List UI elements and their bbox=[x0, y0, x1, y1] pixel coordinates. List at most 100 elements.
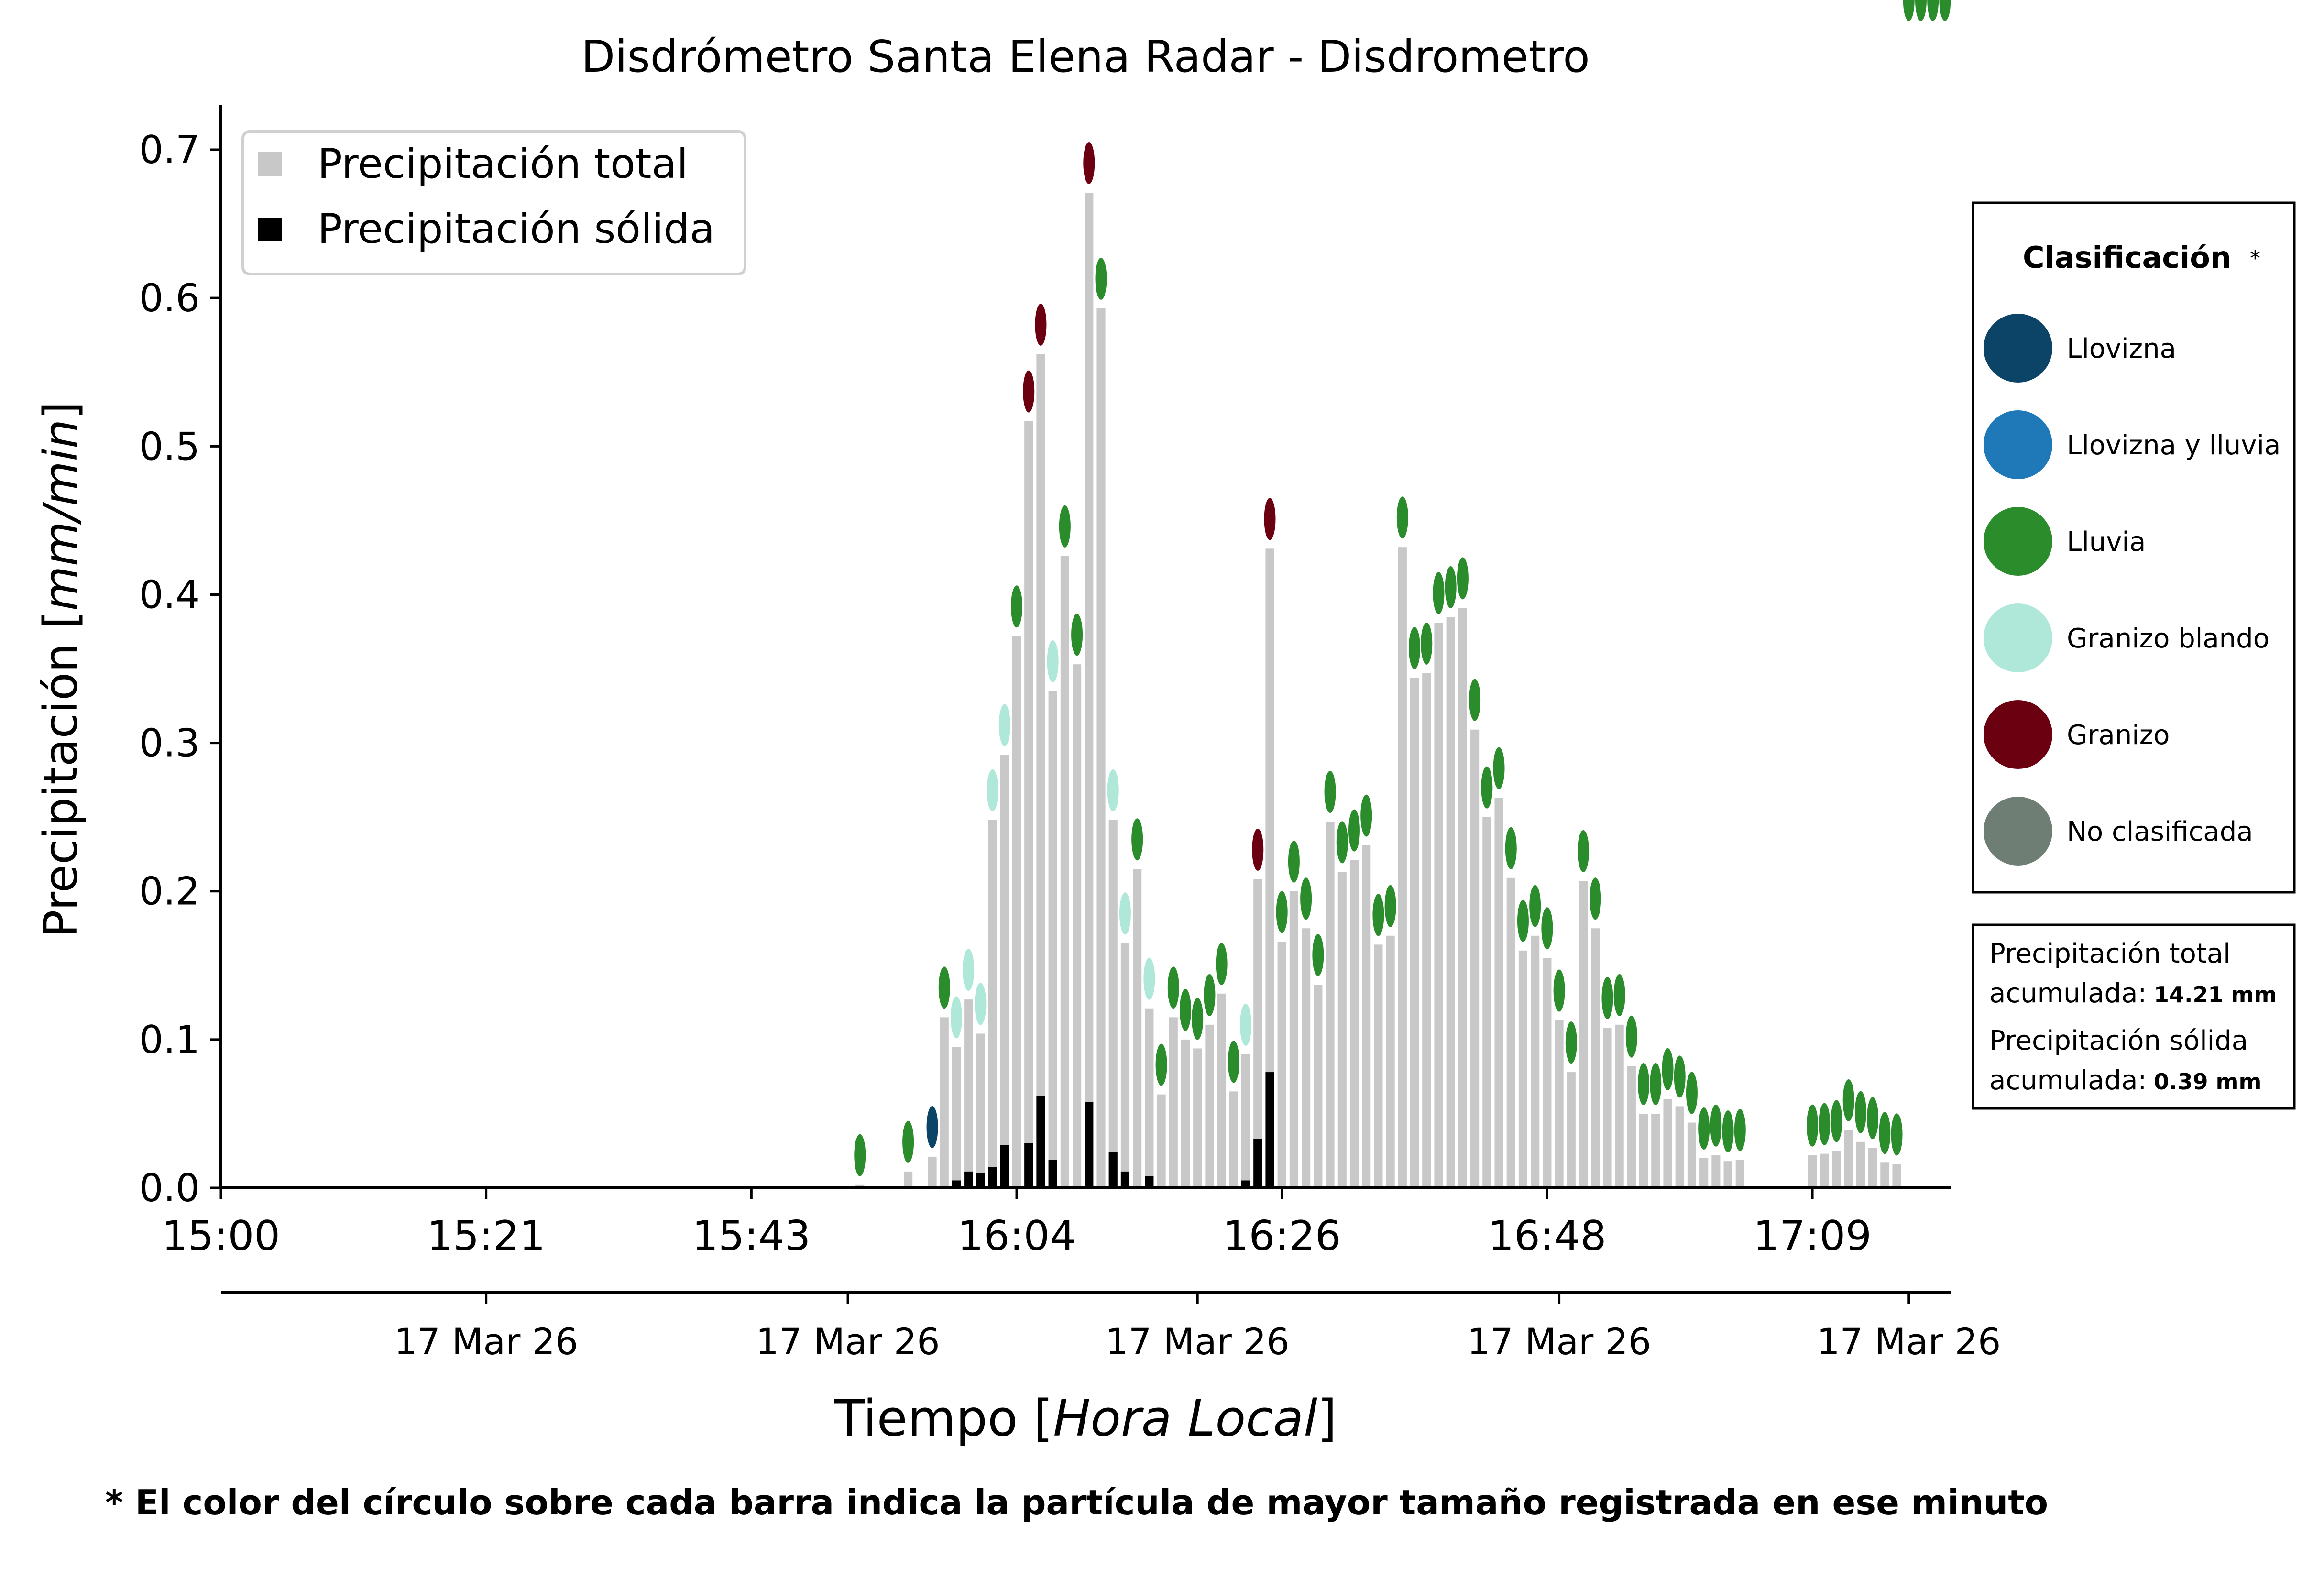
bar-solid bbox=[1048, 1160, 1057, 1188]
footnote: * El color del círculo sobre cada barra … bbox=[105, 1482, 2049, 1523]
y-axis-title-unit: mm/min bbox=[34, 419, 88, 611]
bar-total bbox=[1699, 1158, 1709, 1188]
class-marker bbox=[1613, 974, 1625, 1016]
class-marker bbox=[1143, 957, 1155, 1000]
legend-swatch-solid bbox=[258, 218, 282, 241]
x-axis-title-unit: Hora Local bbox=[1053, 1389, 1317, 1447]
bar-solid bbox=[952, 1180, 961, 1188]
y-axis-title-start: Precipitación [ bbox=[34, 611, 88, 937]
bar-solid bbox=[1145, 1176, 1154, 1188]
bar-total bbox=[1386, 935, 1395, 1188]
class-swatch-3 bbox=[1984, 603, 2052, 672]
bar-total bbox=[1711, 1155, 1721, 1188]
bar-total bbox=[1892, 1164, 1901, 1188]
bar-solid bbox=[1241, 1180, 1250, 1188]
class-marker bbox=[1059, 505, 1071, 548]
class-marker bbox=[1638, 1063, 1650, 1105]
bar-total bbox=[1651, 1113, 1660, 1188]
date-tick-label: 17 Mar 26 bbox=[756, 1320, 940, 1363]
class-marker bbox=[1264, 498, 1276, 540]
class-marker bbox=[950, 996, 962, 1039]
x-tick-label: 15:00 bbox=[162, 1212, 280, 1260]
bar-total bbox=[1567, 1072, 1576, 1188]
bar-total bbox=[976, 1033, 985, 1188]
class-marker bbox=[1083, 142, 1095, 184]
class-marker bbox=[1421, 622, 1433, 665]
date-tick-label: 17 Mar 26 bbox=[1817, 1320, 2001, 1363]
class-marker bbox=[1047, 640, 1059, 683]
y-tick-label: 0.1 bbox=[139, 1018, 200, 1062]
class-marker bbox=[1686, 1072, 1698, 1114]
class-marker bbox=[1155, 1043, 1167, 1086]
class-marker bbox=[1807, 1104, 1819, 1147]
bar-total bbox=[1579, 881, 1588, 1188]
y-tick-label: 0.0 bbox=[139, 1166, 200, 1210]
class-marker bbox=[926, 1106, 938, 1148]
class-label-3: Granizo blando bbox=[2067, 623, 2269, 654]
bar-total bbox=[1073, 664, 1082, 1188]
class-marker bbox=[1842, 1079, 1854, 1122]
date-tick-label: 17 Mar 26 bbox=[1106, 1320, 1290, 1363]
class-marker bbox=[1167, 966, 1179, 1009]
class-marker bbox=[1312, 934, 1324, 976]
class-label-2: Lluvia bbox=[2067, 526, 2146, 558]
y-axis-title: Precipitación [mm/min] bbox=[34, 401, 88, 937]
class-marker bbox=[1481, 766, 1493, 809]
bar-solid bbox=[1085, 1102, 1094, 1188]
bar-total bbox=[1615, 1024, 1624, 1188]
bar-total bbox=[1832, 1151, 1841, 1188]
bar-total bbox=[1120, 943, 1130, 1188]
bar-solid bbox=[988, 1167, 997, 1188]
class-marker bbox=[1529, 885, 1541, 927]
accumulated-solid-label-2: acumulada: bbox=[1989, 1065, 2147, 1096]
class-marker bbox=[1445, 566, 1457, 608]
class-marker bbox=[1601, 977, 1613, 1020]
accumulated-total-value: 14.21 mm bbox=[2154, 982, 2277, 1008]
class-marker bbox=[1722, 1110, 1734, 1153]
class-marker bbox=[1831, 1100, 1842, 1142]
class-marker bbox=[1095, 257, 1107, 300]
bar-total bbox=[928, 1156, 937, 1188]
class-marker bbox=[1662, 1048, 1674, 1090]
class-marker bbox=[1348, 809, 1360, 852]
bar-total bbox=[1518, 950, 1528, 1188]
accumulated-box: Precipitación total acumulada: 14.21 mm … bbox=[1972, 923, 2296, 1110]
accumulated-solid-value: 0.39 mm bbox=[2154, 1069, 2261, 1095]
class-marker bbox=[1252, 828, 1264, 871]
class-marker bbox=[1035, 304, 1047, 346]
class-marker bbox=[902, 1120, 914, 1163]
class-marker bbox=[1107, 769, 1119, 811]
class-swatch-0 bbox=[1984, 314, 2052, 383]
bar-total bbox=[1108, 820, 1118, 1188]
bar-total bbox=[1458, 608, 1467, 1188]
bar-total bbox=[1410, 678, 1419, 1188]
class-marker bbox=[1240, 1003, 1252, 1046]
class-marker bbox=[1879, 1112, 1891, 1154]
bar-total bbox=[1145, 1008, 1154, 1188]
bar-total bbox=[1494, 798, 1503, 1188]
class-label-4: Granizo bbox=[2067, 720, 2170, 751]
class-marker bbox=[1915, 0, 1927, 21]
class-swatch-1 bbox=[1984, 410, 2052, 479]
bar-total bbox=[1181, 1039, 1190, 1188]
bar-total bbox=[1241, 1054, 1250, 1188]
legend-label-solid: Precipitación sólida bbox=[318, 205, 715, 253]
class-marker bbox=[854, 1134, 866, 1176]
class-marker bbox=[1192, 998, 1204, 1040]
x-tick-label: 15:43 bbox=[692, 1212, 811, 1260]
class-marker bbox=[1541, 907, 1553, 950]
classification-title-mark: * bbox=[2250, 246, 2260, 271]
x-tick-label: 15:21 bbox=[427, 1212, 546, 1260]
class-marker bbox=[1903, 0, 1915, 21]
bar-total bbox=[964, 999, 973, 1188]
class-marker bbox=[1625, 1015, 1637, 1058]
y-tick-label: 0.5 bbox=[139, 424, 200, 469]
bar-total bbox=[1808, 1155, 1817, 1188]
bar-total bbox=[1024, 421, 1033, 1188]
class-marker bbox=[1891, 1113, 1903, 1156]
bar-total bbox=[1531, 935, 1540, 1188]
bar-total bbox=[1434, 623, 1443, 1188]
class-marker bbox=[1698, 1107, 1710, 1150]
class-marker bbox=[1674, 1055, 1686, 1098]
